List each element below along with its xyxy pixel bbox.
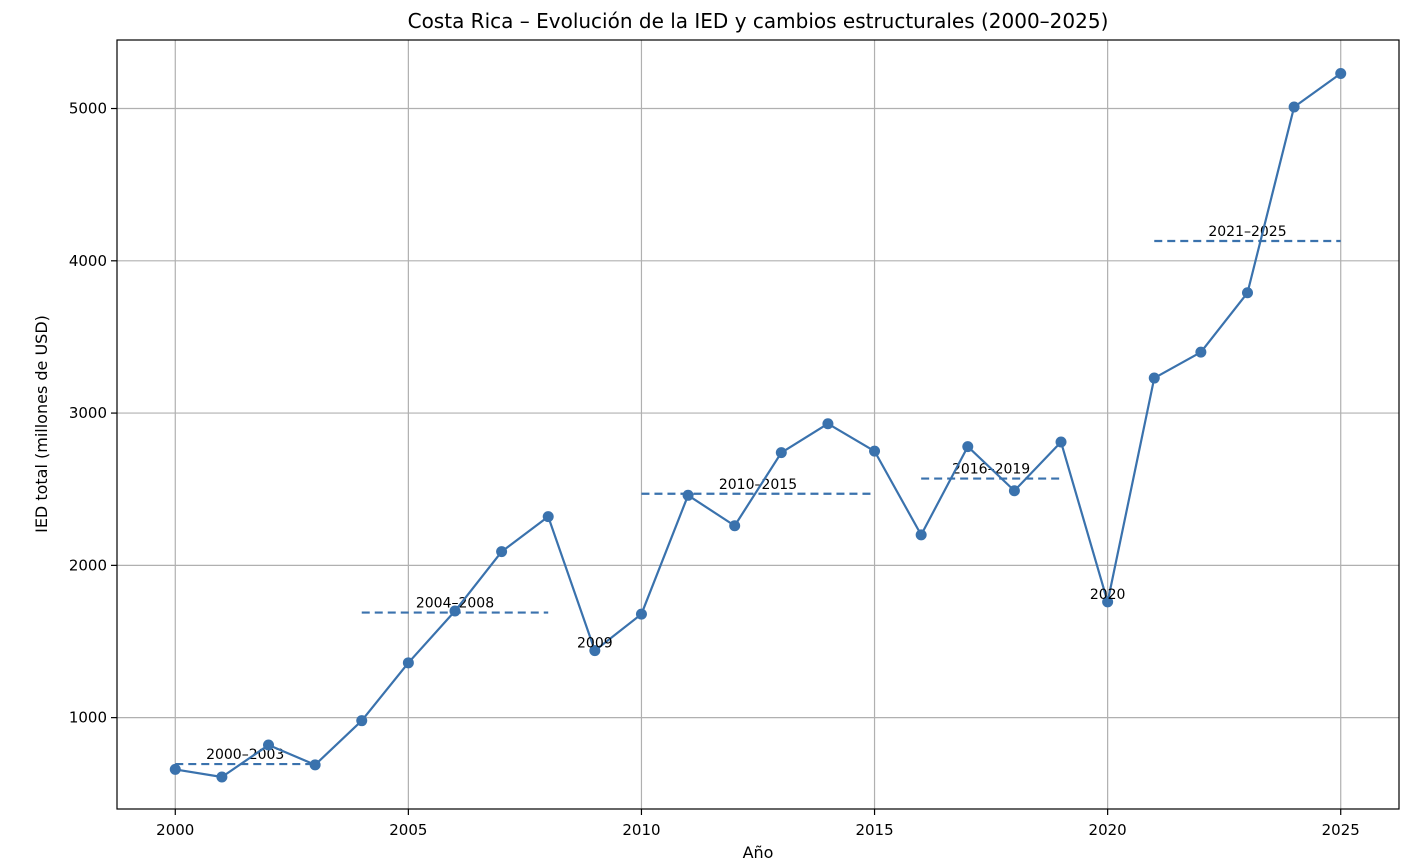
series-polyline: [175, 72, 1342, 779]
data-point: [962, 441, 974, 453]
point-annotation: 2020: [1090, 587, 1126, 603]
period-mean-lines: 2000–20032004–20082010–20152016–20192021…: [175, 224, 1341, 766]
grid-lines: [117, 40, 1399, 809]
data-point: [635, 608, 647, 620]
y-axis-ticks: 1000 2000 3000 4000 5000: [69, 100, 117, 727]
data-point: [729, 520, 741, 532]
data-point: [496, 546, 508, 558]
y-tick-label: 4000: [69, 252, 107, 270]
x-axis-label: Año: [743, 843, 774, 860]
data-point: [589, 645, 601, 657]
period-label: 2000–2003: [206, 747, 284, 763]
period-label: 2010–2015: [719, 477, 797, 493]
data-point: [1288, 101, 1300, 113]
data-point: [216, 771, 228, 783]
x-tick-label: 2015: [855, 821, 893, 839]
y-tick-label: 1000: [69, 709, 107, 727]
data-point: [915, 529, 927, 541]
data-point: [775, 447, 787, 459]
data-point: [1055, 436, 1067, 448]
data-point: [1195, 346, 1207, 358]
x-axis-ticks: 2000 2005 2010 2015 2020 2025: [156, 809, 1360, 839]
data-point: [169, 763, 181, 775]
data-point: [822, 418, 834, 430]
data-point: [1148, 372, 1160, 384]
data-point: [263, 739, 275, 751]
data-point: [869, 445, 881, 457]
y-tick-label: 3000: [69, 404, 107, 422]
data-point: [1008, 485, 1020, 497]
data-point: [1335, 68, 1347, 80]
y-tick-label: 2000: [69, 556, 107, 574]
series-line: [169, 68, 1347, 783]
y-tick-label: 5000: [69, 100, 107, 118]
chart-title: Costa Rica – Evolución de la IED y cambi…: [408, 9, 1109, 33]
data-point: [542, 511, 554, 523]
period-label: 2021–2025: [1208, 224, 1286, 240]
data-point: [309, 759, 321, 771]
point-annotations: 2009 2020: [577, 587, 1125, 652]
x-tick-label: 2010: [622, 821, 660, 839]
data-point: [1102, 596, 1114, 608]
x-tick-label: 2000: [156, 821, 194, 839]
y-axis-label: IED total (millones de USD): [32, 315, 51, 533]
x-tick-label: 2005: [389, 821, 427, 839]
data-point: [449, 605, 461, 617]
data-point: [682, 489, 694, 501]
point-annotation: 2009: [577, 636, 613, 652]
x-tick-label: 2025: [1322, 821, 1360, 839]
data-point: [356, 715, 368, 727]
period-label: 2004–2008: [416, 596, 494, 612]
x-tick-label: 2020: [1089, 821, 1127, 839]
data-point: [402, 657, 414, 669]
plot-frame: [116, 39, 1400, 810]
data-point: [1241, 287, 1253, 299]
